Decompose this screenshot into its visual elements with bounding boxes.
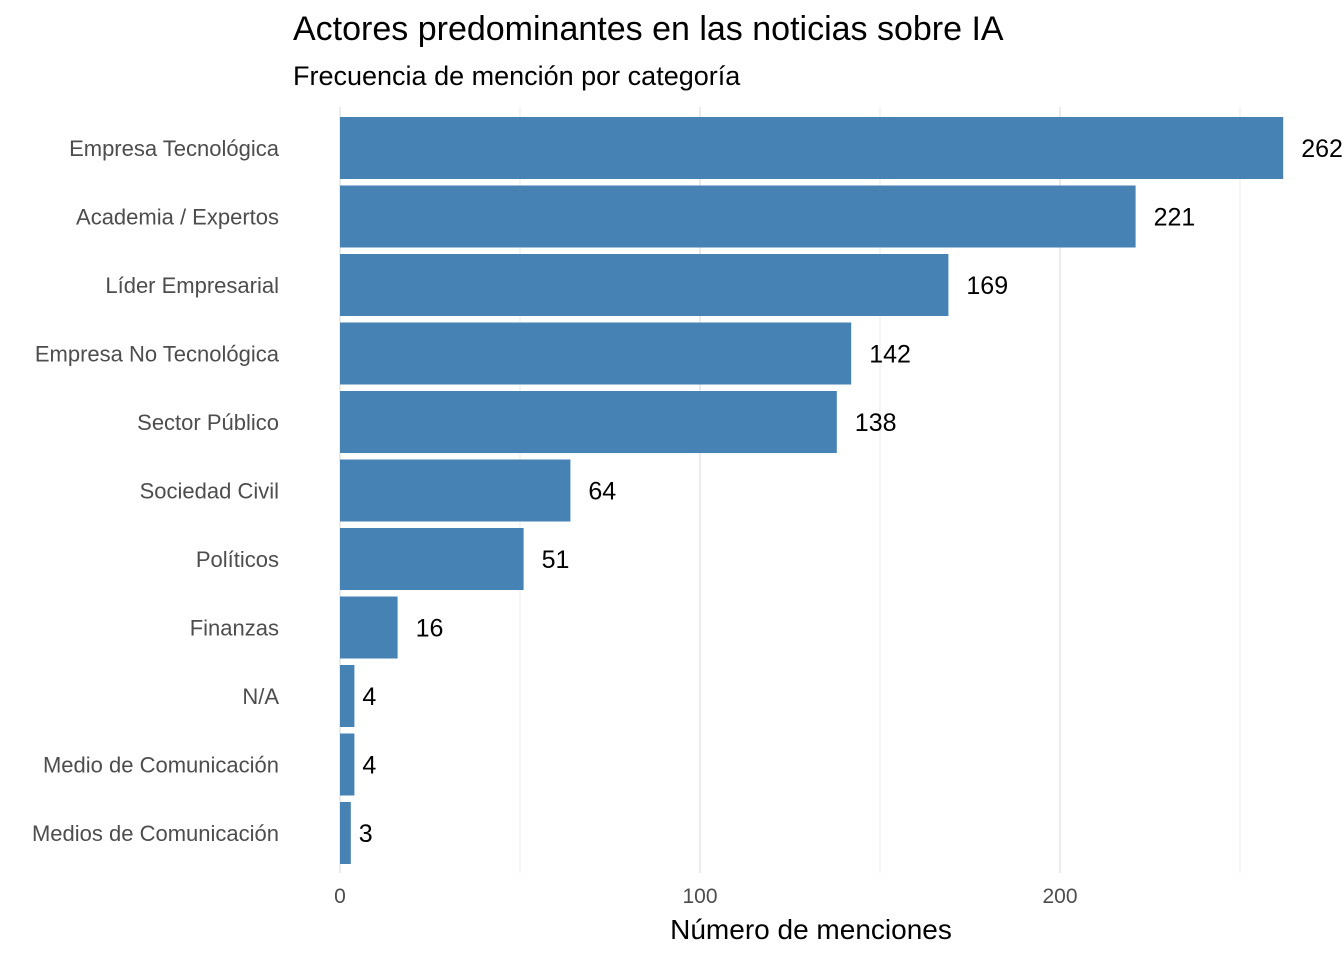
bar [340,733,355,796]
category-label: Medios de Comunicación [32,821,279,846]
bar [340,459,571,522]
category-label: N/A [242,684,279,709]
value-label: 64 [588,478,616,506]
bar [340,802,351,864]
category-label: Academia / Expertos [76,205,279,230]
bar [340,322,852,385]
value-label: 262 [1301,135,1343,163]
x-axis-title: Número de menciones [670,914,952,945]
value-label: 51 [542,546,570,574]
bar [340,596,398,659]
value-label: 4 [362,752,376,780]
category-label: Medio de Comunicación [43,753,279,778]
x-tick-label: 0 [334,885,346,908]
category-label: Empresa Tecnológica [69,136,280,161]
value-label: 3 [359,820,373,848]
bar [340,254,949,316]
chart-title: Actores predominantes en las noticias so… [293,10,1004,48]
bars [340,117,1284,864]
bar [340,391,837,453]
bar [340,528,524,590]
category-label: Sociedad Civil [140,479,279,504]
x-tick-label: 100 [682,885,717,908]
x-tick-label: 200 [1042,885,1077,908]
category-label: Políticos [196,547,279,572]
value-label: 16 [416,615,444,643]
value-label: 4 [362,683,376,711]
value-label: 142 [869,341,911,369]
bar [340,665,355,727]
category-label: Sector Público [137,410,279,435]
value-label: 138 [855,409,897,437]
category-label: Empresa No Tecnológica [35,342,280,367]
bar [340,185,1136,248]
labels: 0 100 200 Empresa Tecnológica 262 Academia / … [32,135,1343,908]
value-label: 169 [966,272,1008,300]
chart-subtitle: Frecuencia de mención por categoría [293,61,741,91]
category-label: Líder Empresarial [105,273,279,298]
value-label: 221 [1154,204,1196,232]
category-label: Finanzas [190,616,279,641]
bar [340,117,1284,179]
